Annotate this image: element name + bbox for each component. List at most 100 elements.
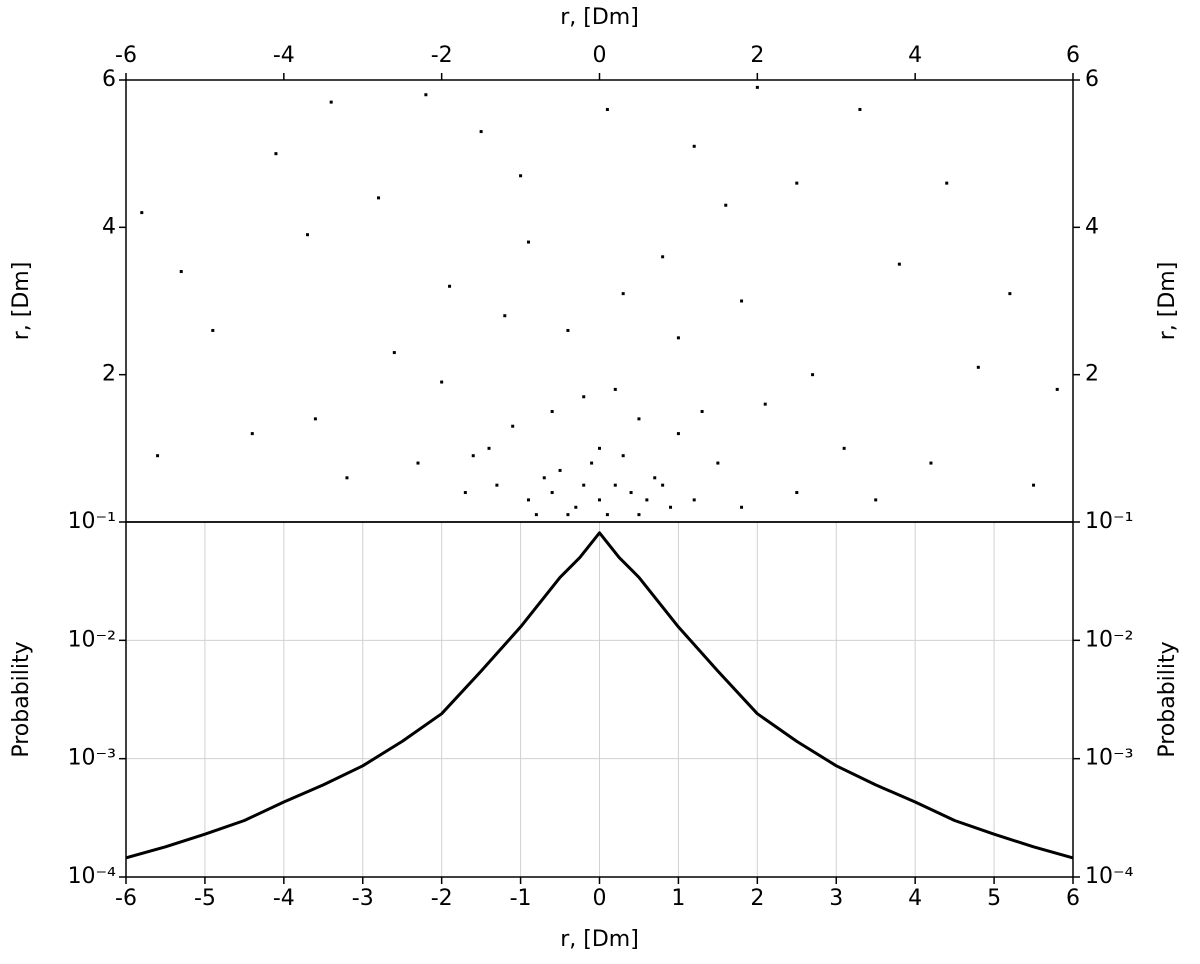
point: [511, 424, 515, 428]
point: [598, 498, 601, 502]
point: [424, 93, 428, 97]
point: [661, 483, 665, 487]
point: [590, 461, 594, 465]
x-tick-label: -4: [273, 886, 295, 911]
x-tick-label: -6: [115, 43, 137, 68]
y-axis-label-right: Probability: [1155, 641, 1180, 757]
point: [250, 432, 254, 436]
x-tick-label: 0: [593, 886, 607, 911]
point: [842, 446, 846, 450]
x-axis-label: r, [Dm]: [560, 5, 639, 30]
x-tick-label: -4: [273, 43, 295, 68]
x-tick-label: -5: [194, 886, 216, 911]
point: [550, 491, 554, 495]
x-tick-label: 2: [750, 43, 764, 68]
point: [566, 513, 570, 517]
y-tick-label: 2: [102, 362, 116, 387]
y-tick-label-right: 6: [1085, 67, 1099, 92]
x-tick-label: -6: [115, 886, 137, 911]
x-tick-label: -1: [510, 886, 532, 911]
point: [140, 211, 144, 215]
point: [471, 454, 475, 458]
y-tick-label: 10⁻⁴: [68, 864, 117, 889]
y-tick-label: 6: [102, 67, 116, 92]
point: [976, 365, 980, 369]
x-tick-label: 2: [750, 886, 764, 911]
point: [519, 174, 523, 178]
point: [440, 380, 444, 384]
point: [211, 328, 215, 332]
point: [811, 373, 815, 377]
x-tick-label: 3: [829, 886, 843, 911]
point: [874, 498, 878, 502]
x-tick-label: 6: [1066, 886, 1080, 911]
point: [613, 387, 617, 391]
point: [526, 498, 530, 502]
point: [795, 491, 799, 495]
x-tick-label: 6: [1066, 43, 1080, 68]
x-tick-label: -2: [431, 43, 453, 68]
x-tick-label: -3: [352, 886, 374, 911]
point: [566, 328, 570, 332]
x-tick-label: 5: [987, 886, 1001, 911]
point: [598, 446, 601, 450]
y-tick-label-right: 10⁻¹: [1085, 509, 1133, 534]
y-tick-label-right: 10⁻³: [1085, 746, 1133, 771]
point: [692, 144, 696, 148]
point: [716, 461, 720, 465]
point: [740, 505, 744, 509]
y-tick-label: 10⁻³: [68, 746, 116, 771]
point: [1032, 483, 1036, 487]
x-tick-label: 4: [908, 43, 922, 68]
point: [503, 314, 507, 318]
point: [329, 100, 333, 104]
y-axis-label-right: r, [Dm]: [1155, 262, 1180, 341]
point: [795, 181, 799, 185]
point: [621, 454, 625, 458]
bottom-frame: [125, 521, 1074, 878]
point: [179, 270, 183, 274]
point: [740, 299, 744, 303]
point: [542, 476, 546, 480]
y-axis-label: Probability: [9, 641, 34, 757]
point: [156, 454, 160, 458]
y-tick-label: 10⁻²: [68, 627, 116, 652]
x-tick-label: 0: [593, 43, 607, 68]
point: [676, 432, 680, 436]
point: [653, 476, 657, 480]
point: [574, 505, 578, 509]
point: [929, 461, 933, 465]
point: [897, 262, 901, 266]
point: [1008, 292, 1012, 296]
point: [637, 417, 641, 421]
point: [377, 196, 381, 200]
point: [582, 395, 586, 399]
point: [526, 240, 530, 244]
point: [661, 255, 665, 259]
x-tick-label: 4: [908, 886, 922, 911]
point: [392, 351, 396, 355]
y-tick-label: 10⁻¹: [68, 509, 116, 534]
point: [479, 130, 483, 134]
point: [313, 417, 317, 421]
y-tick-label-right: 4: [1085, 214, 1099, 239]
point: [534, 513, 538, 517]
point: [495, 483, 499, 487]
y-tick-label-right: 10⁻⁴: [1085, 864, 1134, 889]
point: [700, 410, 704, 413]
point: [945, 181, 949, 185]
point: [448, 284, 452, 288]
point: [274, 152, 278, 156]
point: [692, 498, 696, 502]
point: [558, 468, 562, 472]
point: [669, 505, 673, 509]
point: [605, 107, 609, 111]
point: [416, 461, 420, 465]
x-axis-label: r, [Dm]: [560, 927, 639, 952]
point: [306, 233, 310, 237]
point: [550, 410, 554, 413]
point: [582, 483, 586, 487]
x-tick-label: 1: [671, 886, 685, 911]
y-tick-label-right: 10⁻²: [1085, 627, 1133, 652]
